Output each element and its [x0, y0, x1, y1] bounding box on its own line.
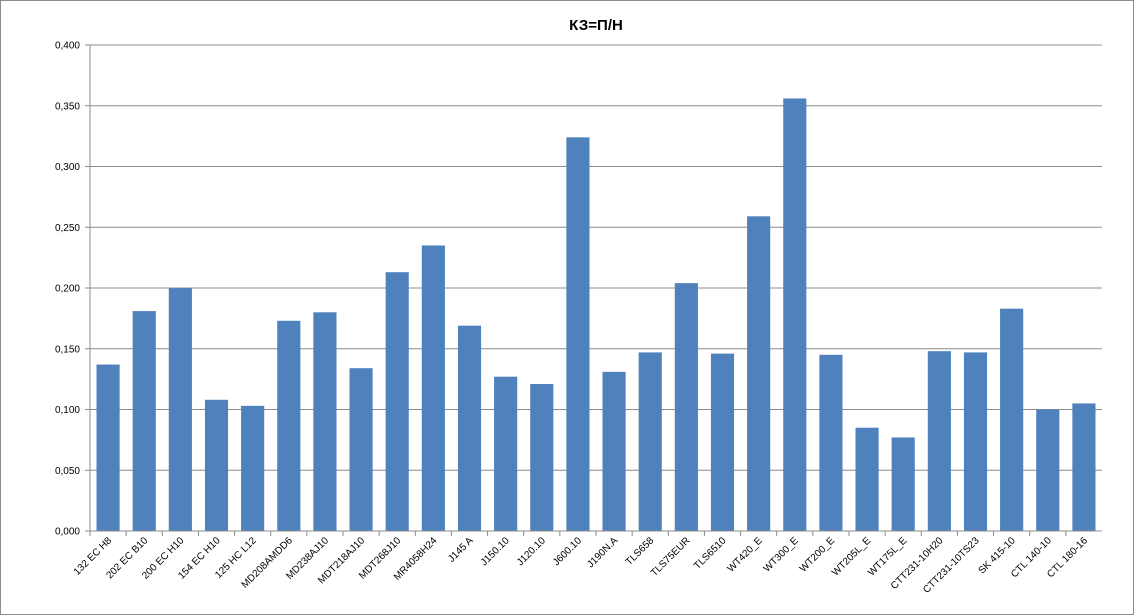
- bar: [927, 351, 951, 531]
- bar: [530, 383, 554, 531]
- bar: [638, 352, 662, 531]
- y-tick-label: 0,400: [55, 41, 80, 52]
- y-tick-label: 0,250: [55, 223, 80, 234]
- bar: [783, 98, 807, 532]
- bar: [385, 272, 409, 531]
- bar: [204, 399, 229, 531]
- bar: [421, 245, 445, 531]
- y-tick-label: 0,150: [55, 344, 80, 355]
- bar: [710, 353, 735, 531]
- bar: [457, 325, 482, 531]
- chart-title: КЗ=П/Н: [569, 17, 623, 34]
- bar: [313, 312, 337, 531]
- y-tick-label: 0,050: [55, 466, 80, 477]
- bar: [349, 368, 373, 531]
- bar: [855, 427, 879, 531]
- y-tick-label: 0,000: [55, 527, 80, 538]
- bar: [132, 311, 156, 531]
- bar: [674, 283, 698, 531]
- bar: [1036, 409, 1060, 531]
- bar: [96, 364, 120, 531]
- bar: [494, 376, 518, 531]
- bar: [819, 354, 843, 531]
- bar: [1000, 308, 1024, 531]
- y-tick-label: 0,100: [55, 405, 80, 416]
- bar: [1072, 403, 1096, 531]
- y-tick-label: 0,350: [55, 101, 80, 112]
- bar: [168, 288, 192, 531]
- bar: [602, 371, 626, 531]
- bar: [241, 405, 265, 531]
- y-tick-label: 0,300: [55, 162, 80, 173]
- bar: [277, 320, 301, 531]
- bar: [566, 137, 590, 531]
- y-tick-label: 0,200: [55, 284, 80, 295]
- bar: [747, 216, 771, 531]
- bar: [963, 352, 988, 531]
- bar: [891, 437, 915, 531]
